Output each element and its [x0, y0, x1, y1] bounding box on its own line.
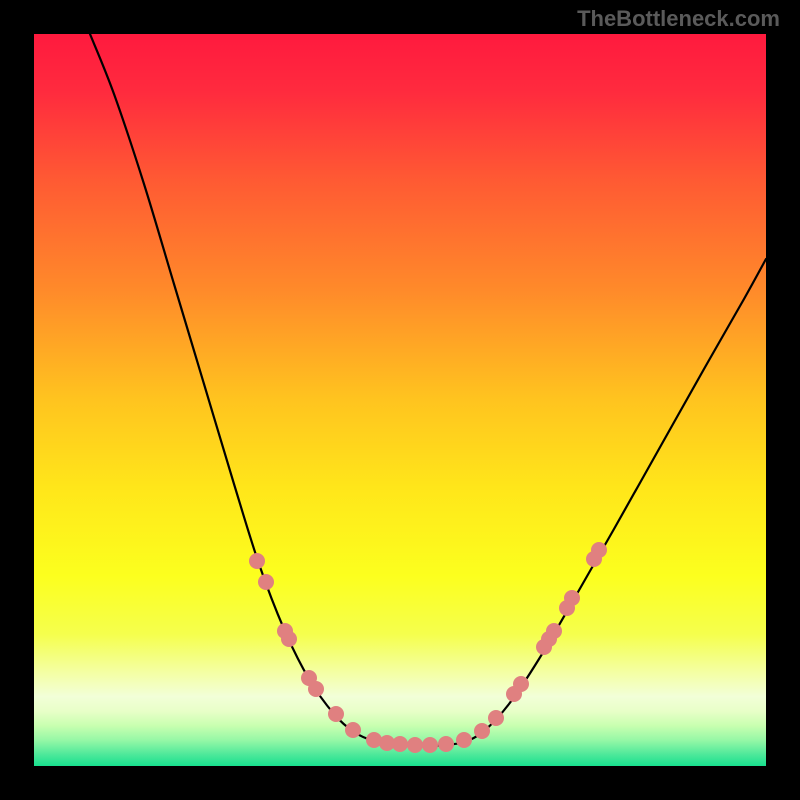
data-marker — [488, 710, 504, 726]
bottleneck-curve — [34, 34, 766, 766]
data-marker — [308, 681, 324, 697]
data-marker — [422, 737, 438, 753]
data-marker — [258, 574, 274, 590]
data-marker — [281, 631, 297, 647]
data-marker — [546, 623, 562, 639]
watermark-text: TheBottleneck.com — [577, 6, 780, 32]
data-marker — [407, 737, 423, 753]
data-marker — [513, 676, 529, 692]
plot-area — [34, 34, 766, 766]
data-marker — [564, 590, 580, 606]
data-marker — [591, 542, 607, 558]
data-marker — [328, 706, 344, 722]
data-marker — [249, 553, 265, 569]
data-marker — [456, 732, 472, 748]
data-marker — [474, 723, 490, 739]
data-marker — [345, 722, 361, 738]
data-marker — [392, 736, 408, 752]
data-marker — [438, 736, 454, 752]
